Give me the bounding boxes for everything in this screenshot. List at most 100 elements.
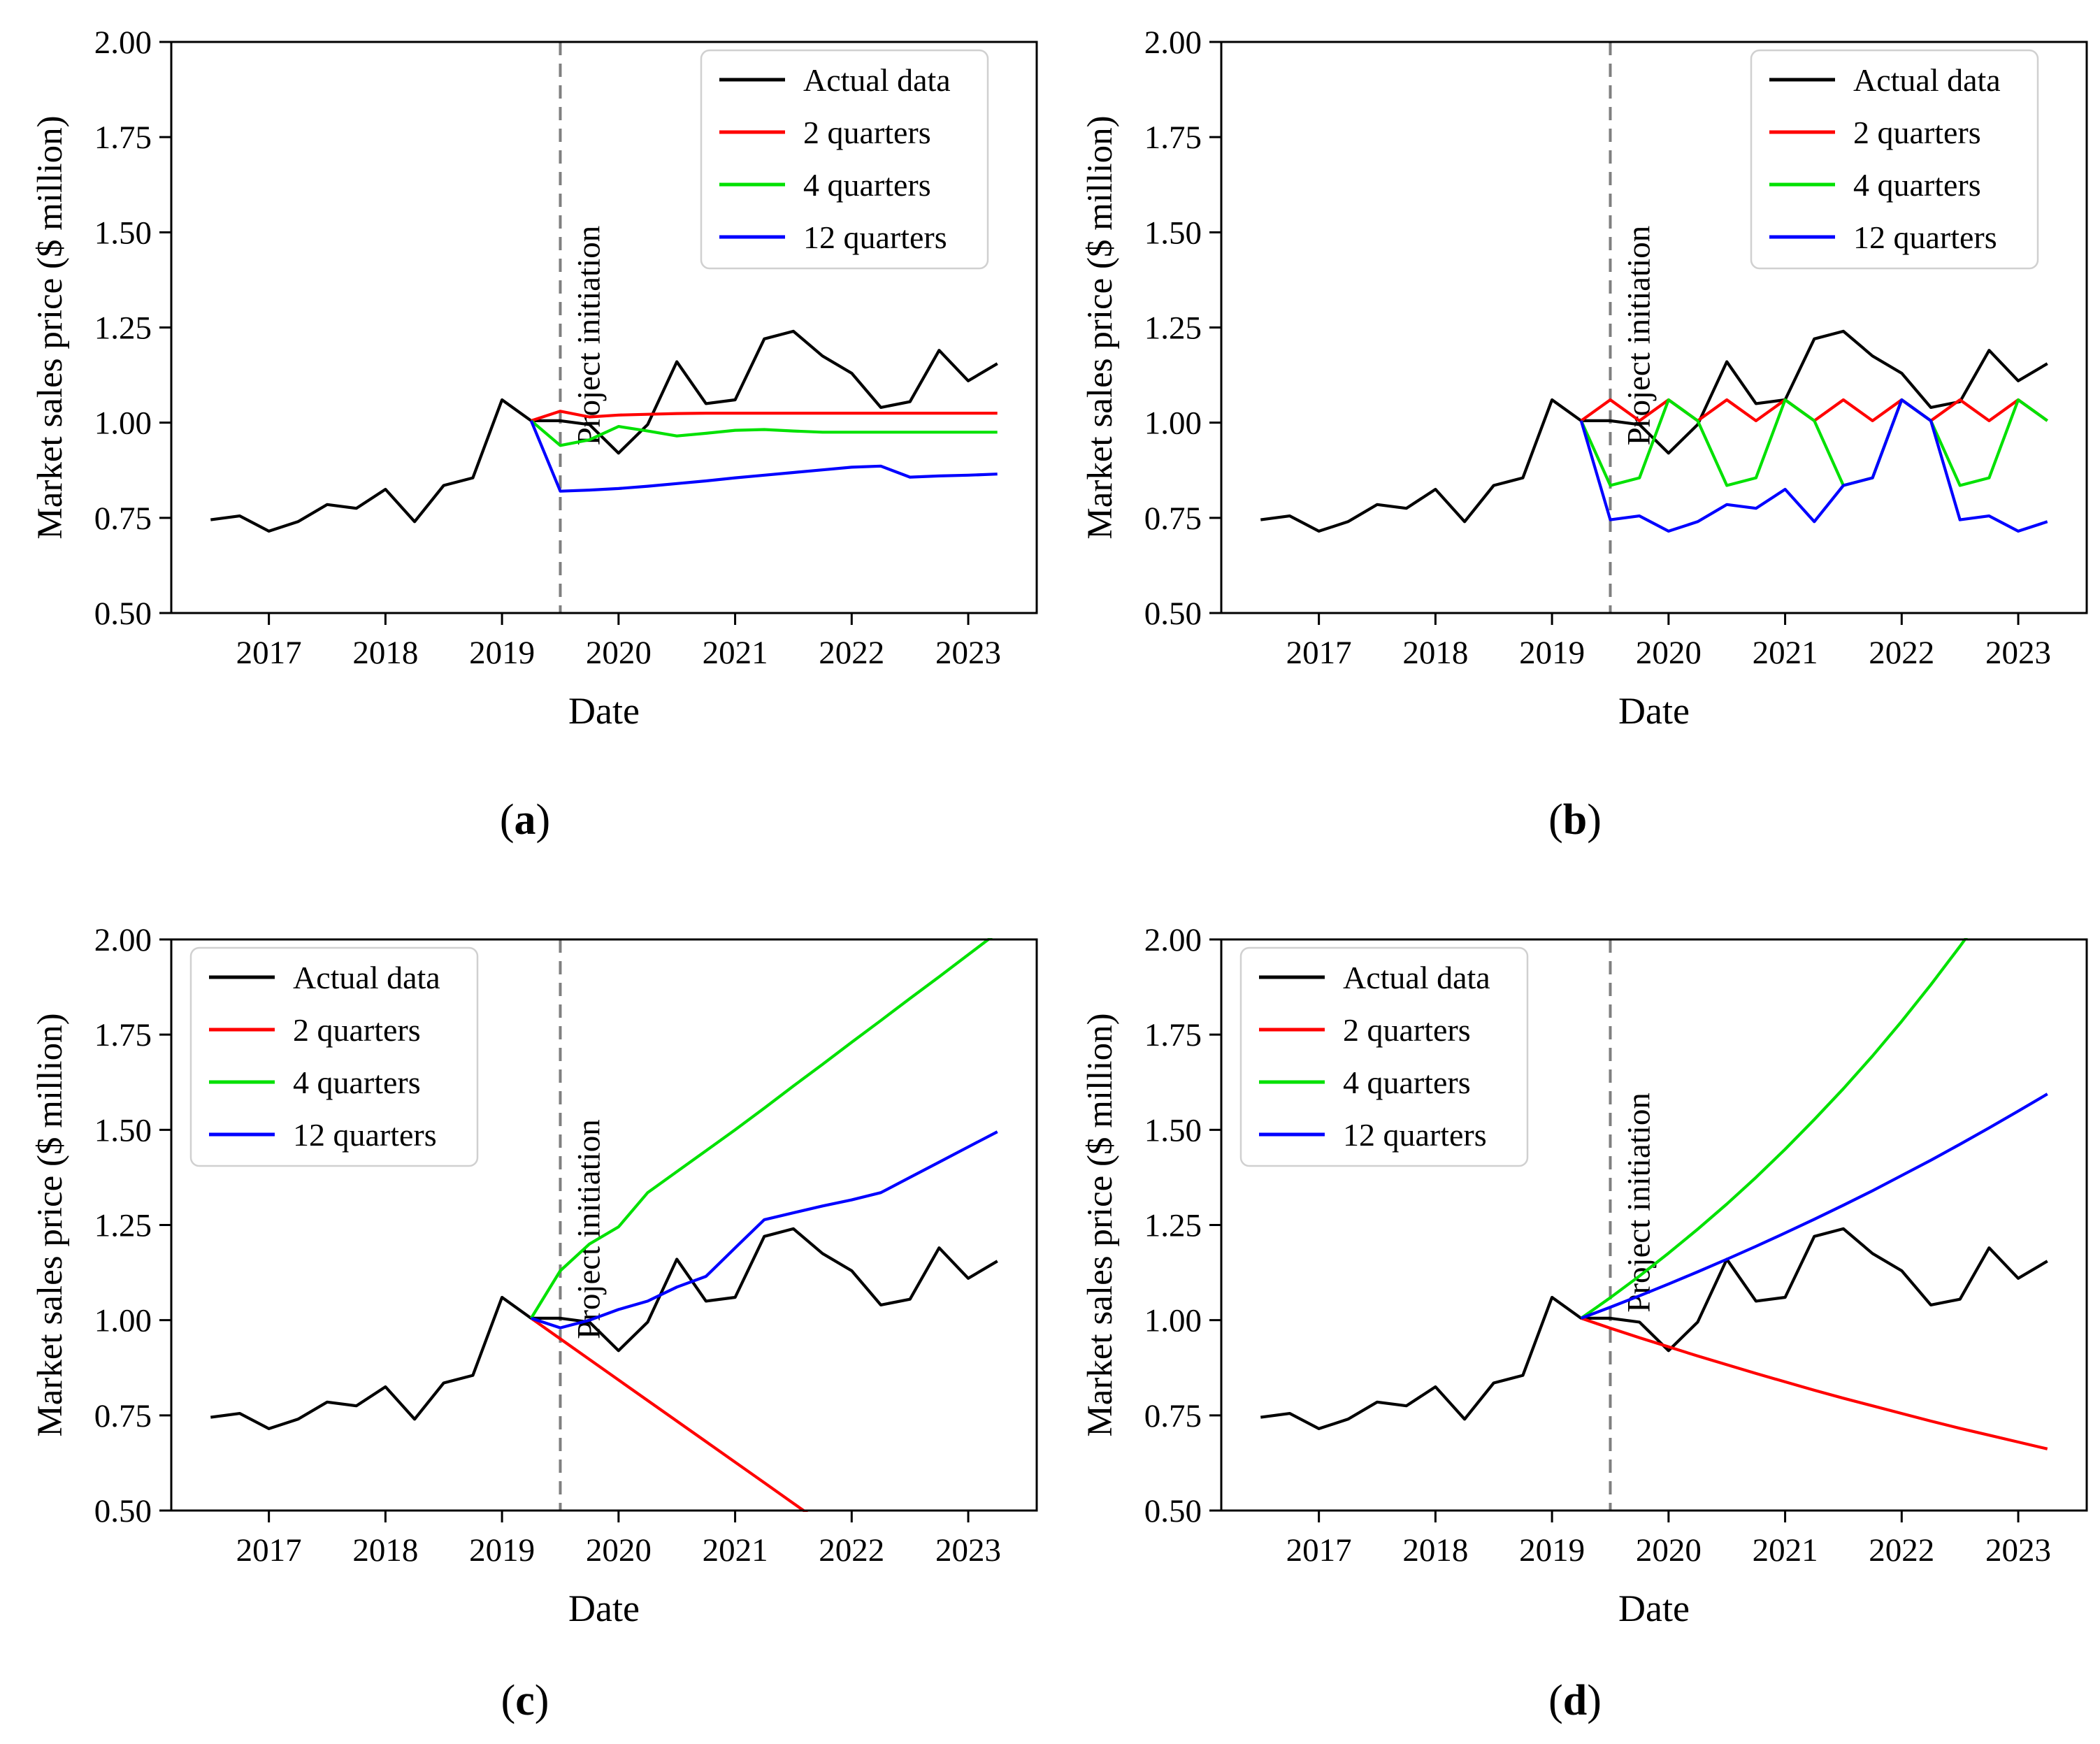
caption-open: ( <box>501 1677 516 1724</box>
x-tick-label: 2018 <box>1402 1532 1468 1569</box>
series-group <box>210 329 998 533</box>
x-tick-label: 2020 <box>586 1532 652 1569</box>
x-tick-label: 2021 <box>703 1532 768 1569</box>
legend: Actual data 2 quarters 4 quarters 12 quarte… <box>189 946 479 1167</box>
legend-box <box>1750 49 2039 270</box>
x-axis: 2017 2018 2019 2020 2021 2022 2023 <box>236 1511 1001 1569</box>
legend-label: Actual data <box>1343 960 1490 995</box>
x-tick-label: 2018 <box>352 1532 418 1569</box>
y-tick-label: 1.00 <box>94 405 152 442</box>
series-line-q4 <box>1579 398 2048 487</box>
x-tick-label: 2020 <box>1636 635 1702 671</box>
series-line-actual <box>210 329 998 533</box>
y-tick-label: 1.75 <box>94 1017 152 1053</box>
series-line-q4 <box>530 938 993 1319</box>
y-tick-label: 0.75 <box>94 1398 152 1434</box>
series-line-q2 <box>530 1317 808 1512</box>
x-axis-label: Date <box>568 1587 640 1629</box>
caption-a: (a) <box>0 795 1050 845</box>
y-tick-label: 1.00 <box>1144 1303 1202 1339</box>
x-tick-label: 2021 <box>1753 1532 1818 1569</box>
legend-box <box>189 946 479 1167</box>
x-tick-label: 2018 <box>1402 635 1468 671</box>
y-axis: 0.50 0.75 1.00 1.25 1.50 1.75 2.00 <box>1144 24 1221 632</box>
y-tick-label: 1.25 <box>1144 1208 1202 1244</box>
x-tick-label: 2019 <box>1519 1532 1585 1569</box>
project-initiation-label: Project initiation <box>1620 1093 1657 1313</box>
caption-open: ( <box>499 796 515 844</box>
y-tick-label: 1.00 <box>1144 405 1202 442</box>
caption-close: ) <box>1587 796 1602 844</box>
series-line-q12 <box>531 1130 998 1329</box>
y-tick-label: 1.50 <box>1144 215 1202 251</box>
x-tick-label: 2020 <box>1636 1532 1702 1569</box>
legend: Actual data 2 quarters 4 quarters 12 quarte… <box>1239 946 1529 1167</box>
caption-close: ) <box>1587 1677 1602 1724</box>
x-tick-label: 2023 <box>1985 635 2051 671</box>
x-tick-label: 2022 <box>819 1532 884 1569</box>
y-tick-label: 1.75 <box>1144 1017 1202 1053</box>
x-tick-label: 2023 <box>935 1532 1001 1569</box>
x-tick-label: 2019 <box>1519 635 1585 671</box>
x-tick-label: 2019 <box>469 635 535 671</box>
legend-label: 2 quarters <box>803 115 931 150</box>
caption-letter-c: c <box>515 1677 535 1724</box>
y-axis-label: Market sales price ($ million) <box>31 115 70 539</box>
y-axis-label: Market sales price ($ million) <box>1081 115 1120 539</box>
caption-close: ) <box>534 1677 549 1724</box>
x-tick-label: 2021 <box>703 635 768 671</box>
x-axis: 2017 2018 2019 2020 2021 2022 2023 <box>236 613 1001 671</box>
x-tick-label: 2020 <box>586 635 652 671</box>
y-tick-label: 1.50 <box>94 215 152 251</box>
y-axis: 0.50 0.75 1.00 1.25 1.50 1.75 2.00 <box>1144 922 1221 1529</box>
x-tick-label: 2019 <box>469 1532 535 1569</box>
project-initiation-label: Project initiation <box>570 1119 607 1339</box>
series-line-q12 <box>1579 398 2048 533</box>
legend-label: Actual data <box>803 62 951 98</box>
caption-letter-a: a <box>514 796 536 844</box>
chart-c-canvas: Project initiation 0.50 0.75 1.00 1.25 1.50 1.… <box>31 922 1038 1629</box>
project-initiation-label: Project initiation <box>1620 226 1657 446</box>
x-tick-label: 2018 <box>352 635 418 671</box>
legend-label: Actual data <box>1853 62 2001 98</box>
caption-letter-b: b <box>1562 796 1588 844</box>
series-group <box>210 938 998 1512</box>
caption-open: ( <box>1548 1677 1563 1724</box>
y-tick-label: 0.50 <box>94 1493 152 1529</box>
y-tick-label: 0.50 <box>1144 596 1202 632</box>
x-tick-label: 2017 <box>236 1532 302 1569</box>
legend-label: 2 quarters <box>1343 1012 1471 1048</box>
x-tick-label: 2022 <box>1869 1532 1934 1569</box>
y-tick-label: 2.00 <box>94 24 152 61</box>
y-axis-label: Market sales price ($ million) <box>31 1013 70 1436</box>
legend-label: 4 quarters <box>1853 167 1981 203</box>
legend: Actual data 2 quarters 4 quarters 12 quarte… <box>700 49 989 270</box>
y-tick-label: 1.75 <box>94 120 152 156</box>
caption-b: (b) <box>1050 795 2100 845</box>
x-axis-label: Date <box>1618 690 1690 732</box>
caption-open: ( <box>1548 796 1563 844</box>
legend-box <box>700 49 989 270</box>
caption-close: ) <box>535 796 551 844</box>
legend-label: 12 quarters <box>1343 1117 1487 1153</box>
chart-a-canvas: Project initiation 0.50 0.75 1.00 1.25 1.50 1.… <box>31 24 1038 732</box>
y-tick-label: 1.25 <box>94 310 152 347</box>
y-axis-label: Market sales price ($ million) <box>1081 1013 1120 1436</box>
x-tick-label: 2017 <box>1286 1532 1352 1569</box>
legend-label: 2 quarters <box>1853 115 1981 150</box>
y-tick-label: 0.50 <box>94 596 152 632</box>
y-tick-label: 0.75 <box>94 500 152 537</box>
x-axis: 2017 2018 2019 2020 2021 2022 2023 <box>1286 613 2051 671</box>
y-tick-label: 1.75 <box>1144 120 1202 156</box>
series-line-actual <box>1260 1227 2048 1431</box>
x-tick-label: 2021 <box>1753 635 1818 671</box>
subplot-d: Project initiation 0.50 0.75 1.00 1.25 1.50 1.… <box>1050 898 2100 1744</box>
x-tick-label: 2017 <box>1286 635 1352 671</box>
series-line-q12 <box>1581 1093 2048 1320</box>
legend-label: 12 quarters <box>293 1117 437 1153</box>
y-tick-label: 0.50 <box>1144 1493 1202 1529</box>
x-tick-label: 2023 <box>935 635 1001 671</box>
x-tick-label: 2023 <box>1985 1532 2051 1569</box>
series-line-actual <box>210 1227 998 1431</box>
